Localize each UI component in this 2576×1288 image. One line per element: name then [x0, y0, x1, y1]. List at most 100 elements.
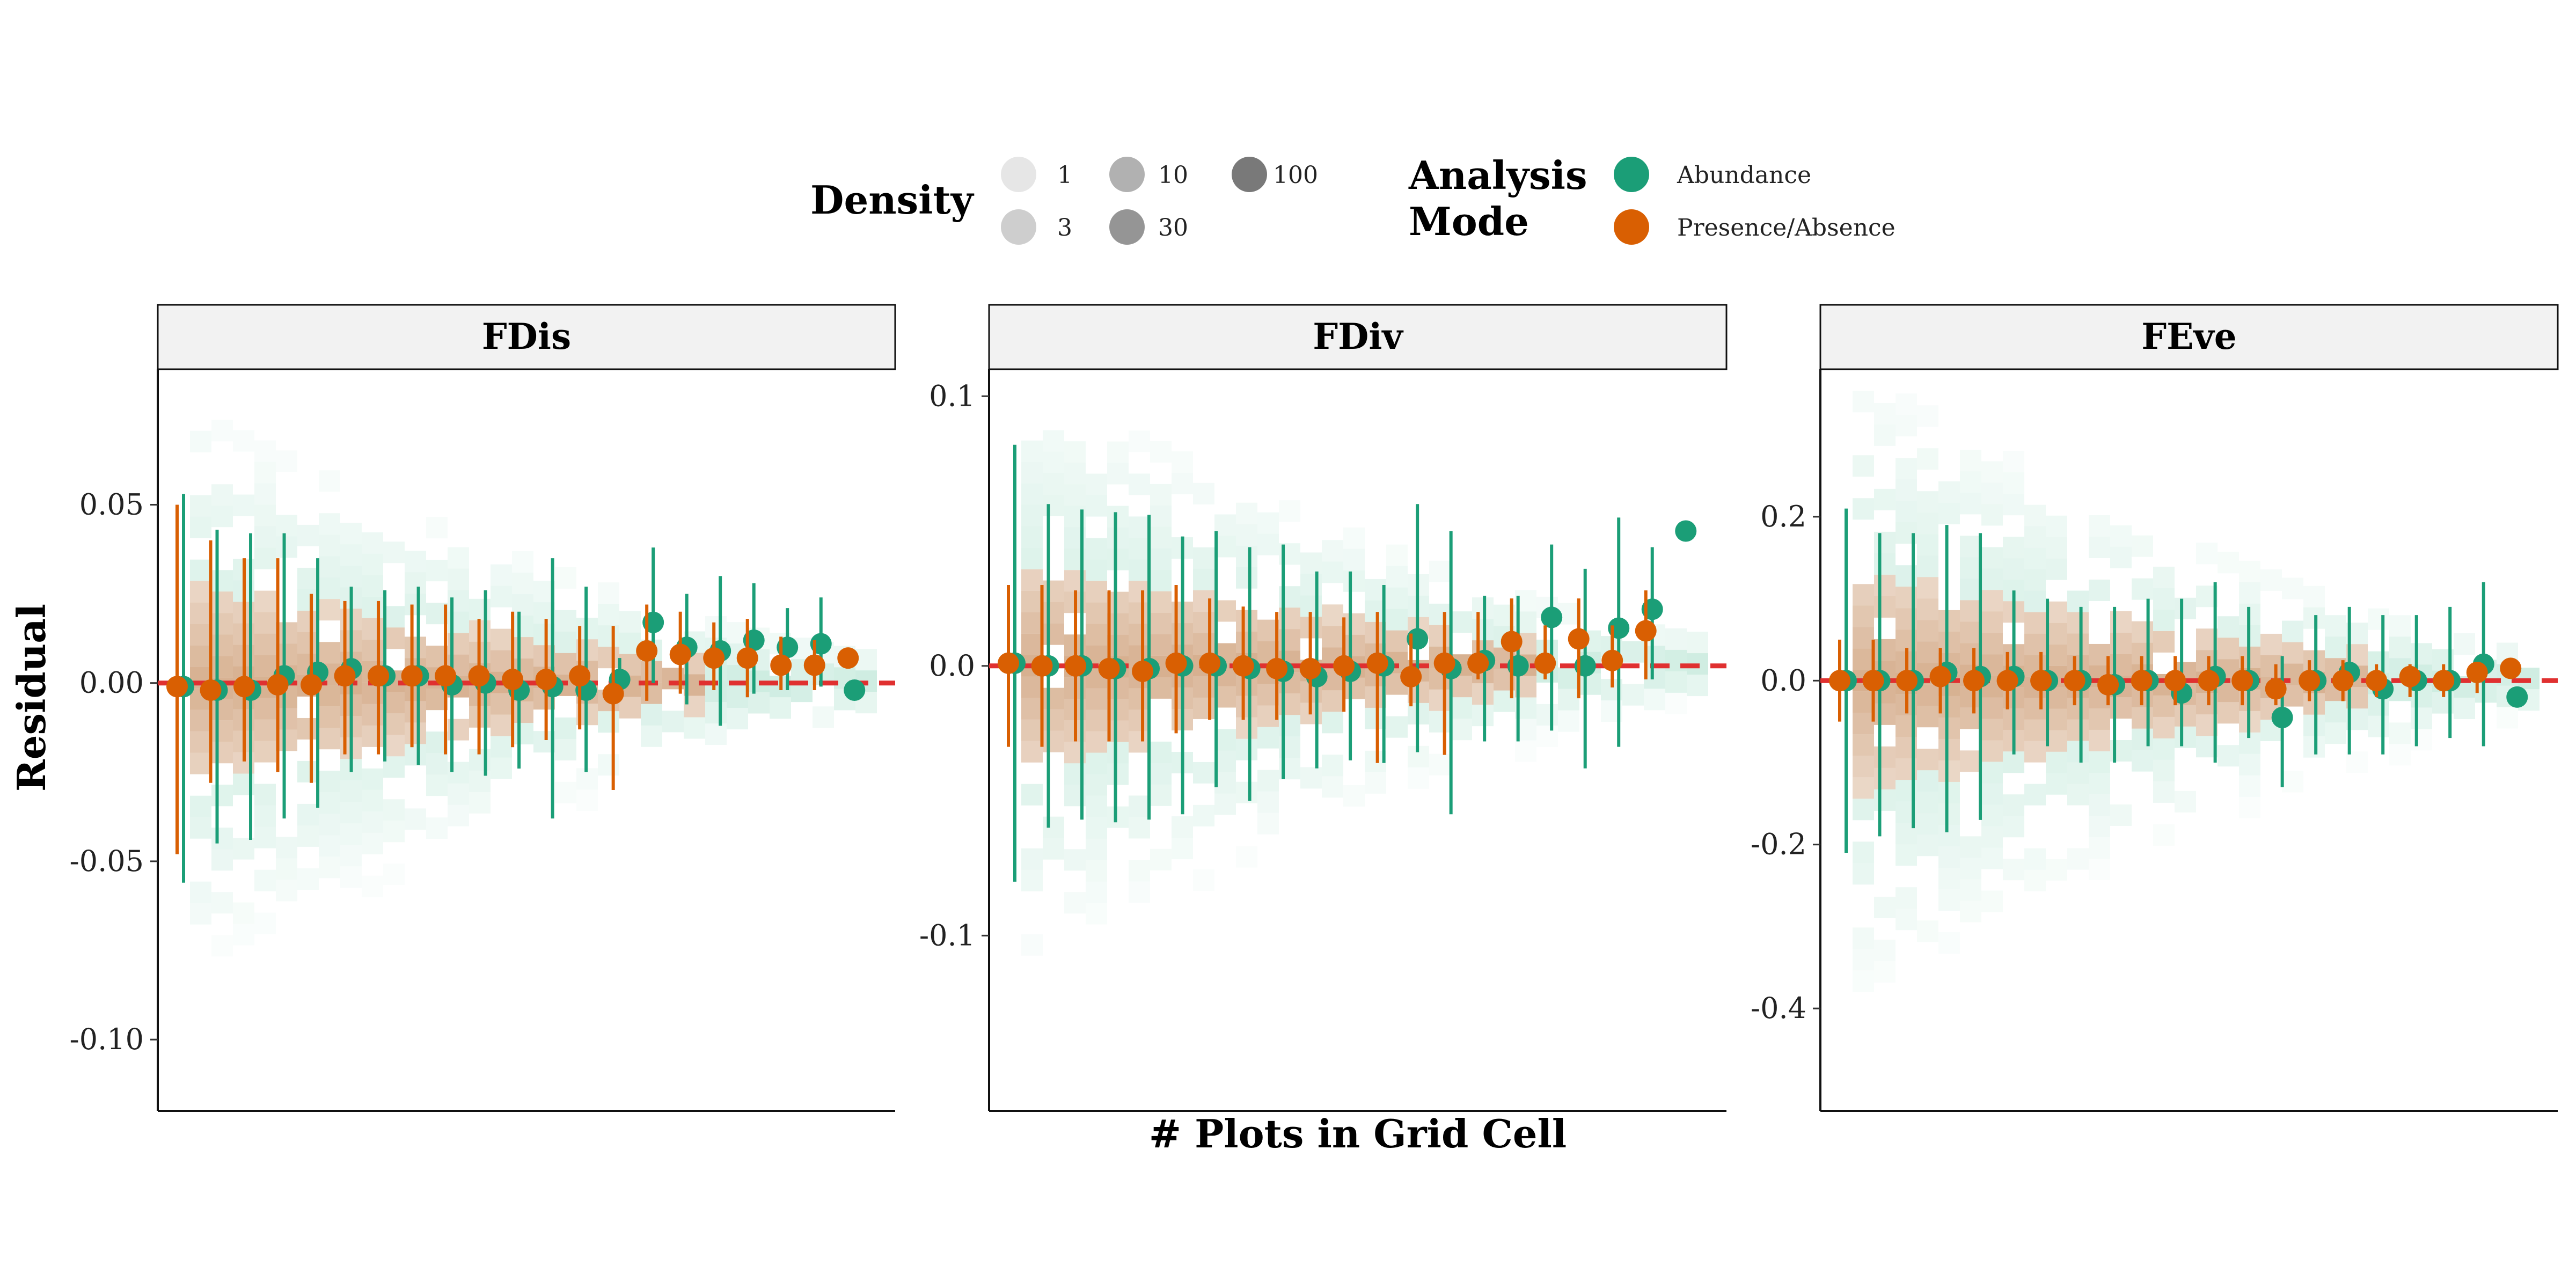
density-tile — [426, 817, 448, 839]
density-tile — [1322, 561, 1343, 583]
density-tile — [1451, 719, 1472, 741]
density-tile — [1981, 804, 2003, 826]
density-tile — [190, 752, 211, 774]
density-tile — [598, 625, 619, 647]
density-tile — [598, 754, 619, 776]
density-tile — [1043, 730, 1064, 752]
mode-legend-keys: Abundance Presence/Absence — [1614, 157, 1896, 245]
density-tile — [1086, 817, 1107, 839]
y-tick-label-feve: 0.2 — [1760, 500, 1806, 533]
density-tile — [1021, 698, 1043, 720]
density-tile — [254, 719, 276, 741]
density-tile — [1129, 516, 1150, 538]
density-tile — [1874, 553, 1896, 575]
y-axis-title: Residual — [9, 604, 54, 792]
density-tile — [1086, 559, 1107, 581]
density-tile — [211, 570, 233, 592]
density-tile — [211, 484, 233, 506]
density-tile — [1150, 763, 1172, 785]
density-tile — [1086, 731, 1107, 753]
density-tile — [254, 483, 276, 505]
density-tile — [2089, 837, 2110, 859]
density-tile — [2132, 707, 2153, 729]
point-presence-absence — [2433, 670, 2455, 692]
density-tile — [1214, 750, 1236, 772]
density-tile — [362, 553, 383, 575]
density-tile — [1257, 791, 1279, 813]
density-tile — [727, 708, 748, 730]
density-tile — [1236, 631, 1257, 653]
density-tile — [1043, 580, 1064, 602]
density-tile — [1917, 835, 1938, 857]
point-presence-absence — [2097, 674, 2119, 696]
density-tile — [1917, 491, 1938, 513]
density-tile — [1107, 763, 1129, 785]
density-tile — [1960, 600, 1981, 622]
density-tile — [1193, 804, 1214, 826]
density-tile — [1981, 461, 2003, 483]
point-presence-absence — [368, 665, 390, 687]
panel-strip-fdis — [157, 304, 896, 370]
density-tile — [362, 832, 383, 854]
point-presence-absence — [636, 640, 658, 662]
density-tile — [2218, 616, 2239, 638]
density-tile — [2153, 631, 2175, 653]
density-tile — [1214, 514, 1236, 536]
density-tile — [1279, 500, 1300, 522]
density-tile — [1981, 783, 2003, 805]
density-tile — [2325, 701, 2346, 723]
density-tile — [1129, 430, 1150, 452]
density-tile — [211, 591, 233, 613]
density-tile — [383, 735, 405, 757]
density-tile — [1960, 621, 1981, 643]
density-tile — [319, 556, 340, 578]
density-tile — [1917, 555, 1938, 577]
panel-feve: FEve 0.2 0.0 -0.2 -0.4 — [1751, 304, 2559, 1112]
density-tile — [1021, 676, 1043, 698]
density-tile — [2046, 730, 2067, 752]
density-tile — [1129, 581, 1150, 603]
density-tile — [1917, 792, 1938, 814]
density-tile — [1938, 781, 1960, 803]
density-tile — [1343, 613, 1365, 635]
density-tile — [1129, 817, 1150, 839]
density-tile — [1938, 481, 1960, 503]
y-tick-label-fdis: 0.05 — [79, 487, 144, 521]
density-tile — [1107, 441, 1129, 463]
density-tile — [2282, 577, 2303, 599]
density-key-label-1: 1 — [1057, 162, 1072, 189]
density-tile — [2346, 751, 2368, 773]
density-tile — [2067, 741, 2089, 763]
point-presence-absence — [1996, 670, 2018, 692]
density-key-30 — [1109, 209, 1145, 245]
density-tile — [1193, 482, 1214, 504]
panel-fdiv: FDiv 0.1 0.0 -0.1 — [919, 304, 1728, 1112]
density-tile — [1981, 504, 2003, 526]
density-tile — [2454, 633, 2475, 655]
density-tile — [2003, 859, 2024, 881]
density-tile — [2454, 697, 2475, 719]
density-tile — [1086, 538, 1107, 560]
density-tile — [1981, 547, 2003, 569]
density-tile — [2303, 693, 2325, 715]
y-tick-label-feve: -0.2 — [1751, 828, 1806, 861]
density-tile — [297, 610, 319, 632]
density-tile — [1107, 527, 1129, 549]
density-tile — [1021, 569, 1043, 591]
density-tile — [340, 866, 362, 888]
density-tile — [2303, 736, 2325, 758]
density-tile — [2132, 750, 2153, 772]
y-tick-label-fdiv: 0.1 — [929, 379, 975, 413]
density-tile — [1874, 424, 1896, 446]
density-tile — [1917, 620, 1938, 642]
density-tile — [1086, 688, 1107, 710]
density-tile — [1236, 846, 1257, 868]
point-presence-absence — [2030, 670, 2052, 692]
density-tile — [1917, 448, 1938, 470]
density-tile — [1021, 612, 1043, 634]
density-tile — [2024, 504, 2046, 526]
density-tile — [233, 838, 254, 860]
density-tile — [1960, 493, 1981, 515]
density-tile — [2153, 588, 2175, 610]
density-tile — [276, 515, 297, 537]
